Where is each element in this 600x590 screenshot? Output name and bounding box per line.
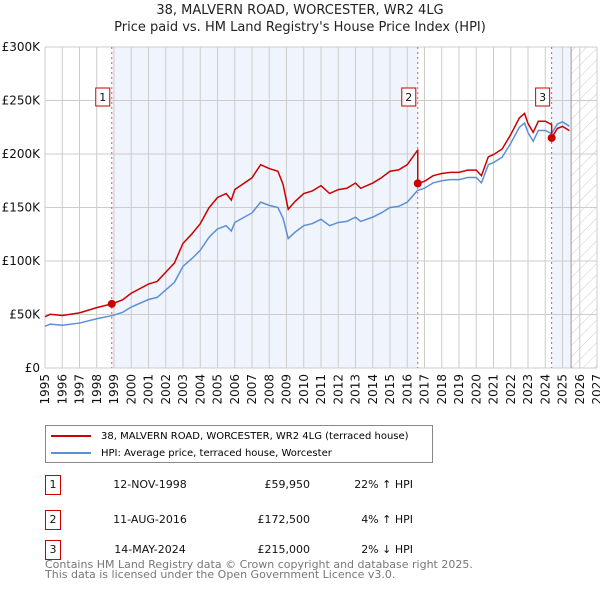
sale-date: 14-MAY-2024 xyxy=(114,543,186,556)
x-tick-label: 2014 xyxy=(366,374,380,405)
x-tick-label: 2018 xyxy=(435,374,449,405)
price-paid-line xyxy=(44,112,570,318)
sale-price: £59,950 xyxy=(264,478,311,491)
x-tick-label: 2010 xyxy=(297,374,311,405)
x-tick-label: 2006 xyxy=(228,374,242,405)
sale-number: 3 xyxy=(45,540,61,560)
sale-label-box xyxy=(95,87,111,107)
sale-price: £215,000 xyxy=(257,543,311,556)
footer-line: This data is licensed under the Open Gov… xyxy=(45,568,396,581)
chart-title: 38, MALVERN ROAD, WORCESTER, WR2 4LG xyxy=(156,3,444,18)
sale-label: 1 xyxy=(99,91,106,104)
x-tick-label: 2020 xyxy=(469,374,483,405)
legend-swatch-hpi xyxy=(51,452,91,454)
footer-line: Contains HM Land Registry data © Crown c… xyxy=(45,558,473,571)
legend-item-hpi: HPI: Average price, terraced house, Worc… xyxy=(46,445,332,461)
legend-label: 38, MALVERN ROAD, WORCESTER, WR2 4LG (te… xyxy=(101,430,409,442)
x-tick-label: 1998 xyxy=(90,374,104,405)
sale-label-box xyxy=(401,87,417,107)
x-tick-label: 2000 xyxy=(124,374,138,405)
x-tick-label: 2009 xyxy=(280,374,294,405)
x-tick-label: 2001 xyxy=(142,374,156,405)
x-tick-label: 2015 xyxy=(383,374,397,405)
x-tick-label: 1996 xyxy=(55,374,69,405)
x-tick-label: 2013 xyxy=(349,374,363,405)
legend-swatch-price xyxy=(51,435,91,437)
sale-number: 2 xyxy=(45,510,61,530)
x-tick-label: 1995 xyxy=(38,374,52,405)
x-tick-label: 2022 xyxy=(504,374,518,405)
sale-hpi-diff: 4% ↑ HPI xyxy=(361,513,413,526)
x-tick-label: 2017 xyxy=(418,374,432,405)
x-tick-label: 2005 xyxy=(211,374,225,405)
x-tick-label: 1997 xyxy=(73,374,87,405)
x-tick-label: 2003 xyxy=(176,374,190,405)
x-tick-label: 2026 xyxy=(573,374,587,405)
sale-label: 3 xyxy=(539,91,546,104)
y-tick-label: £300K xyxy=(2,40,42,54)
x-tick-label: 2021 xyxy=(487,374,501,405)
sale-hpi-diff: 22% ↑ HPI xyxy=(354,478,413,491)
x-tick-label: 2004 xyxy=(193,374,207,405)
sale-point xyxy=(547,133,556,142)
legend: 38, MALVERN ROAD, WORCESTER, WR2 4LG (te… xyxy=(45,425,433,463)
x-tick-label: 2019 xyxy=(452,374,466,405)
y-tick-label: £0 xyxy=(25,361,40,375)
sale-label-box xyxy=(535,87,551,107)
y-tick-label: £250K xyxy=(2,94,42,108)
footer: Contains HM Land Registry data © Crown c… xyxy=(45,558,473,581)
sale-number: 1 xyxy=(45,475,61,495)
sale-label: 2 xyxy=(405,91,412,104)
x-tick-label: 2025 xyxy=(556,374,570,405)
y-tick-label: £100K xyxy=(2,254,42,268)
x-tick-label: 2007 xyxy=(245,374,259,405)
x-tick-label: 2023 xyxy=(521,374,535,405)
x-tick-label: 1999 xyxy=(107,374,121,405)
x-tick-label: 2011 xyxy=(314,374,328,405)
sale-hpi-diff: 2% ↓ HPI xyxy=(361,543,413,556)
sale-date: 11-AUG-2016 xyxy=(113,513,187,526)
x-tick-label: 2002 xyxy=(159,374,173,405)
x-tick-label: 2027 xyxy=(590,374,600,405)
sale-point xyxy=(107,299,116,308)
hpi-line xyxy=(44,121,570,327)
x-tick-label: 2012 xyxy=(331,374,345,405)
y-tick-label: £200K xyxy=(2,147,42,161)
sale-price: £172,500 xyxy=(257,513,311,526)
x-tick-label: 2024 xyxy=(538,374,552,405)
x-tick-label: 2016 xyxy=(400,374,414,405)
legend-label: HPI: Average price, terraced house, Worc… xyxy=(101,447,332,459)
sale-point xyxy=(413,179,422,188)
plot-area: 1995 1996 1997 1998 1999 2000 2001 2002 2003 2004… xyxy=(2,40,600,405)
chart-subtitle: Price paid vs. HM Land Registry's House … xyxy=(114,20,486,35)
legend-item-price: 38, MALVERN ROAD, WORCESTER, WR2 4LG (te… xyxy=(46,428,409,444)
sale-date: 12-NOV-1998 xyxy=(113,478,187,491)
y-tick-label: £50K xyxy=(9,308,41,322)
y-tick-label: £150K xyxy=(2,201,42,215)
x-tick-label: 2008 xyxy=(262,374,276,405)
